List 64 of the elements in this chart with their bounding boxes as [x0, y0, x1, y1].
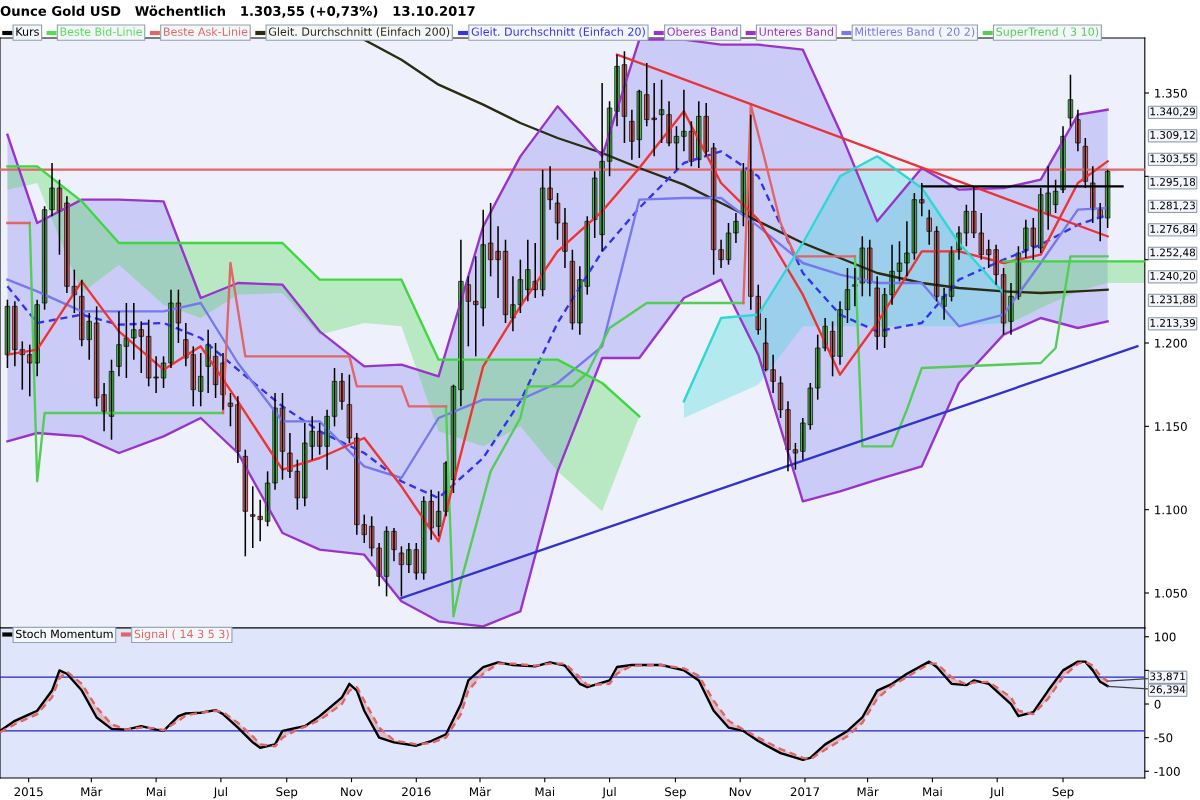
legend-label: Mittleres Band ( 20 2) [855, 27, 975, 38]
text: 1.303,55 [1150, 154, 1195, 164]
text: 1.276,84 [1150, 224, 1196, 234]
candlestick [198, 352, 204, 408]
x-tick-label: Sep [665, 787, 686, 799]
text: 1.281,23 [1150, 201, 1195, 211]
annotation: 33,871 [1150, 672, 1185, 682]
line-series [221, 261, 448, 415]
legend-label: Gleit. Durchschnitt (Einfach 20) [471, 27, 645, 38]
text: 1.213,39 [1150, 318, 1196, 328]
y-tick-label: 100 [1155, 632, 1176, 642]
x-tick-label: Mai [923, 787, 942, 797]
line-series [363, 38, 1109, 295]
y-tick-label: 1.100 [1155, 505, 1187, 515]
legend-label: Beste Ask-Linie [164, 27, 248, 36]
chart-title: Ounce Gold USD Wöchentlich 1.303,55 (+0,73%) 13.10.2017 [0, 5, 475, 18]
x-tick-label: Mai [535, 787, 555, 797]
y-tick-label: 1.350 [1155, 88, 1187, 98]
candlestick [569, 248, 576, 331]
x-tick-label: 2015 [14, 787, 43, 797]
x-tick-label: Mär [81, 787, 103, 797]
line-series [444, 301, 745, 618]
candlestick [346, 373, 353, 444]
y-tick-label: -100 [1154, 767, 1180, 776]
line-series [853, 255, 1109, 448]
text: 1.340,29 [1150, 107, 1196, 117]
y-tick-label: 1.200 [1155, 338, 1187, 348]
line-series [6, 196, 1109, 480]
text: 1.295,18 [1150, 177, 1196, 187]
y-tick-label: 1.150 [1155, 422, 1187, 431]
text: 1.309,12 [1150, 130, 1195, 140]
x-tick-label: Sep [1052, 787, 1074, 799]
candlestick [227, 392, 234, 428]
x-tick-label: Mär [857, 787, 879, 797]
legend-label: SuperTrend ( 3 10) [996, 27, 1099, 38]
x-tick-label: Nov [341, 787, 363, 797]
x-tick-label: Mai [146, 787, 166, 797]
x-tick-label: Mär [470, 787, 492, 797]
y-tick-label: 0 [1154, 699, 1161, 709]
x-tick-label: 2017 [790, 787, 819, 797]
legend-label: Unteres Band [759, 27, 834, 36]
annotation: 26,394 [1150, 685, 1186, 695]
candlestick [398, 545, 405, 598]
text: 1.240,20 [1150, 271, 1196, 281]
x-tick-label: Jul [601, 787, 616, 799]
legend-label: Stoch Momentum [16, 629, 113, 639]
text: 1.252,48 [1150, 248, 1196, 258]
text: 1.231,88 [1150, 295, 1196, 305]
y-tick-label: -50 [1154, 733, 1173, 743]
x-tick-label: Sep [276, 787, 298, 799]
legend-label: Signal ( 14 3 5 3) [134, 629, 229, 641]
x-tick-label: 2016 [402, 787, 431, 797]
x-tick-label: Nov [729, 787, 752, 797]
line-series [6, 165, 641, 418]
x-tick-label: Jul [989, 787, 1004, 799]
legend-label: Gleit. Durchschnitt (Einfach 200) [268, 27, 450, 38]
x-tick-label: Jul [213, 787, 227, 799]
candlestick [27, 343, 33, 398]
line-series [6, 38, 1109, 378]
line-series [6, 278, 1109, 628]
legend-label: Beste Bid-Linie [60, 27, 142, 36]
legend-label: Oberes Band [667, 27, 738, 36]
legend-label: Kurs [16, 27, 39, 36]
y-tick-label: 1.050 [1155, 588, 1187, 598]
